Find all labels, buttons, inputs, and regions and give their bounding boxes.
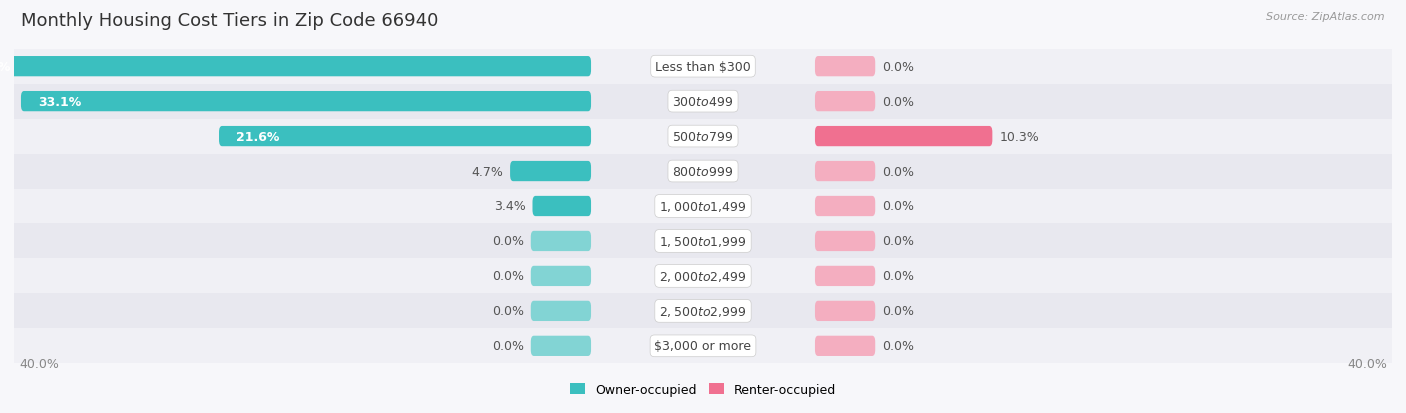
Text: 0.0%: 0.0% [882,95,914,108]
Text: 4.7%: 4.7% [471,165,503,178]
FancyBboxPatch shape [815,57,875,77]
Bar [14,329,1392,363]
FancyBboxPatch shape [21,92,591,112]
Text: Monthly Housing Cost Tiers in Zip Code 66940: Monthly Housing Cost Tiers in Zip Code 6… [21,12,439,30]
FancyBboxPatch shape [815,336,875,356]
Text: 0.0%: 0.0% [882,339,914,352]
FancyBboxPatch shape [531,336,591,356]
Text: 0.0%: 0.0% [492,235,524,248]
FancyBboxPatch shape [815,127,993,147]
Text: 0.0%: 0.0% [882,270,914,283]
Text: 3.4%: 3.4% [494,200,526,213]
Text: 0.0%: 0.0% [882,61,914,74]
FancyBboxPatch shape [815,231,875,252]
Bar [14,50,1392,84]
Text: 40.0%: 40.0% [1347,357,1386,370]
Text: $1,000 to $1,499: $1,000 to $1,499 [659,199,747,214]
FancyBboxPatch shape [531,301,591,321]
Bar [14,119,1392,154]
Text: 21.6%: 21.6% [236,130,280,143]
FancyBboxPatch shape [531,266,591,286]
Text: $800 to $999: $800 to $999 [672,165,734,178]
Text: 40.0%: 40.0% [20,357,59,370]
FancyBboxPatch shape [815,197,875,216]
Text: Source: ZipAtlas.com: Source: ZipAtlas.com [1267,12,1385,22]
Text: 33.1%: 33.1% [38,95,82,108]
Bar [14,259,1392,294]
Text: $500 to $799: $500 to $799 [672,130,734,143]
Text: 0.0%: 0.0% [882,165,914,178]
Text: 0.0%: 0.0% [492,339,524,352]
Text: 10.3%: 10.3% [1000,130,1039,143]
Text: $3,000 or more: $3,000 or more [655,339,751,352]
Text: $2,000 to $2,499: $2,000 to $2,499 [659,269,747,283]
Bar [14,224,1392,259]
Text: 0.0%: 0.0% [882,235,914,248]
FancyBboxPatch shape [815,161,875,182]
FancyBboxPatch shape [0,57,591,77]
Legend: Owner-occupied, Renter-occupied: Owner-occupied, Renter-occupied [565,378,841,401]
Bar [14,294,1392,329]
Text: 0.0%: 0.0% [882,200,914,213]
Text: $2,500 to $2,999: $2,500 to $2,999 [659,304,747,318]
FancyBboxPatch shape [531,231,591,252]
Text: 0.0%: 0.0% [882,305,914,318]
FancyBboxPatch shape [219,127,591,147]
Bar [14,189,1392,224]
Text: $1,500 to $1,999: $1,500 to $1,999 [659,235,747,248]
FancyBboxPatch shape [510,161,591,182]
Bar [14,84,1392,119]
Text: Less than $300: Less than $300 [655,61,751,74]
FancyBboxPatch shape [533,197,591,216]
Text: 37.2%: 37.2% [0,61,11,74]
FancyBboxPatch shape [815,266,875,286]
FancyBboxPatch shape [815,301,875,321]
Text: 0.0%: 0.0% [492,270,524,283]
Bar [14,154,1392,189]
Text: 0.0%: 0.0% [492,305,524,318]
FancyBboxPatch shape [815,92,875,112]
Text: $300 to $499: $300 to $499 [672,95,734,108]
